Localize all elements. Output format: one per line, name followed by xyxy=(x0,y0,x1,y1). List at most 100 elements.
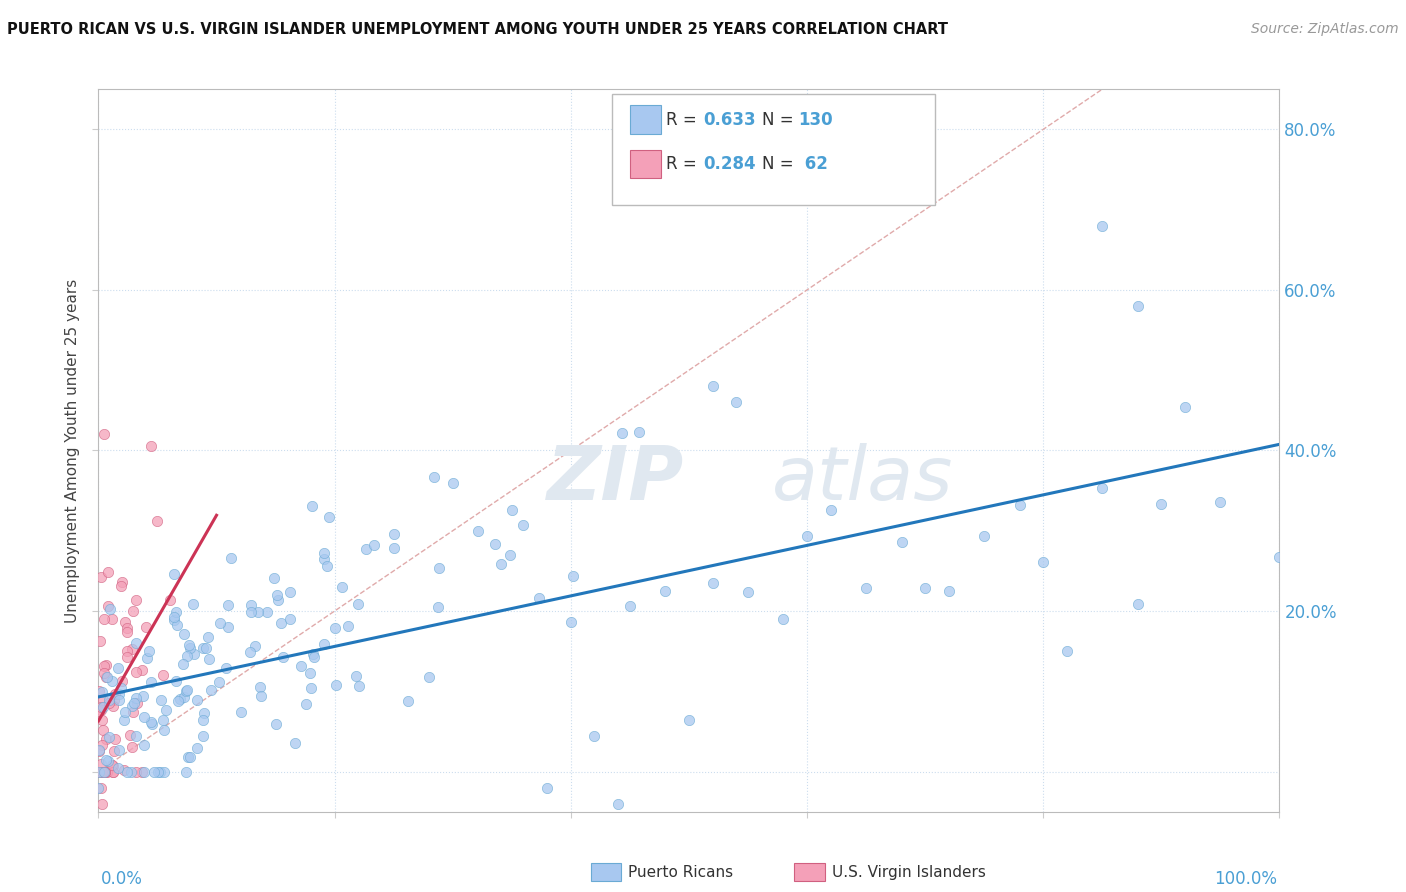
Point xyxy=(173,627,195,641)
Point xyxy=(467,524,489,538)
Point xyxy=(110,579,132,593)
Point xyxy=(256,605,278,619)
Point xyxy=(98,602,121,616)
Point xyxy=(125,665,148,680)
Text: 100.0%: 100.0% xyxy=(1213,871,1277,888)
Point xyxy=(91,738,114,752)
Point xyxy=(115,621,138,635)
Point xyxy=(347,597,370,611)
Point xyxy=(101,698,124,713)
Point xyxy=(427,599,450,614)
Point xyxy=(98,696,121,710)
Point xyxy=(607,797,630,811)
Point xyxy=(93,693,115,707)
Point xyxy=(111,674,134,689)
Point xyxy=(96,731,118,746)
Point xyxy=(314,637,336,651)
Point xyxy=(97,565,120,579)
Point xyxy=(169,691,191,706)
Point xyxy=(125,593,148,607)
Point xyxy=(96,753,118,767)
Point xyxy=(702,379,724,393)
Point xyxy=(427,561,450,575)
Point xyxy=(441,475,464,490)
Point xyxy=(134,764,156,779)
Point xyxy=(90,700,112,714)
Point xyxy=(284,736,307,750)
Point xyxy=(127,696,149,710)
Point xyxy=(87,780,110,795)
Point xyxy=(938,584,960,599)
Point xyxy=(304,650,326,665)
Point xyxy=(1008,499,1031,513)
Point xyxy=(163,609,186,624)
Point xyxy=(280,612,302,626)
Point xyxy=(135,620,157,634)
Point xyxy=(914,581,936,595)
Point xyxy=(174,764,197,779)
Point xyxy=(139,439,162,453)
Point xyxy=(87,704,110,718)
Point xyxy=(560,615,582,630)
Point xyxy=(132,710,155,724)
Point xyxy=(97,754,120,768)
Point xyxy=(107,660,129,674)
Point xyxy=(115,624,138,639)
Text: R =: R = xyxy=(666,111,703,128)
Point xyxy=(101,674,124,689)
Point xyxy=(101,612,124,626)
Point xyxy=(484,537,506,551)
Text: 0.633: 0.633 xyxy=(703,111,755,128)
Point xyxy=(143,764,166,779)
Point xyxy=(315,559,337,574)
Point xyxy=(153,764,176,779)
Point xyxy=(150,692,173,706)
Text: U.S. Virgin Islanders: U.S. Virgin Islanders xyxy=(832,865,986,880)
Point xyxy=(103,764,125,779)
Point xyxy=(121,641,143,656)
Point xyxy=(562,569,585,583)
Point xyxy=(93,764,115,779)
Point xyxy=(325,678,347,692)
Point xyxy=(796,529,818,543)
Point xyxy=(318,510,340,524)
Point xyxy=(93,665,115,680)
Text: PUERTO RICAN VS U.S. VIRGIN ISLANDER UNEMPLOYMENT AMONG YOUTH UNDER 25 YEARS COR: PUERTO RICAN VS U.S. VIRGIN ISLANDER UNE… xyxy=(7,22,948,37)
Point xyxy=(91,700,114,714)
Point xyxy=(229,705,252,719)
Point xyxy=(512,517,534,532)
Point xyxy=(217,620,239,634)
Point xyxy=(208,615,231,630)
Point xyxy=(501,502,523,516)
Point xyxy=(725,395,748,409)
Point xyxy=(702,575,724,590)
Text: R =: R = xyxy=(666,155,703,173)
Point xyxy=(114,705,136,719)
Point xyxy=(90,780,112,795)
Point xyxy=(166,618,188,632)
Point xyxy=(163,567,186,582)
Point xyxy=(396,694,419,708)
Point xyxy=(183,647,205,661)
Point xyxy=(90,756,112,771)
Point xyxy=(536,780,558,795)
Point xyxy=(121,698,143,713)
Point xyxy=(1174,400,1197,414)
Point xyxy=(218,598,240,612)
Point xyxy=(271,650,294,665)
Point xyxy=(654,583,676,598)
Point xyxy=(152,667,174,681)
Point xyxy=(89,813,111,827)
Point xyxy=(166,694,188,708)
Point xyxy=(91,713,114,727)
Point xyxy=(163,613,186,627)
Point xyxy=(132,689,155,703)
Point xyxy=(1126,299,1149,313)
Point xyxy=(89,764,111,779)
Point xyxy=(583,729,606,743)
Point xyxy=(418,669,440,683)
Point xyxy=(122,706,145,720)
Point xyxy=(198,652,221,666)
Point xyxy=(382,527,405,541)
Point xyxy=(121,740,143,755)
